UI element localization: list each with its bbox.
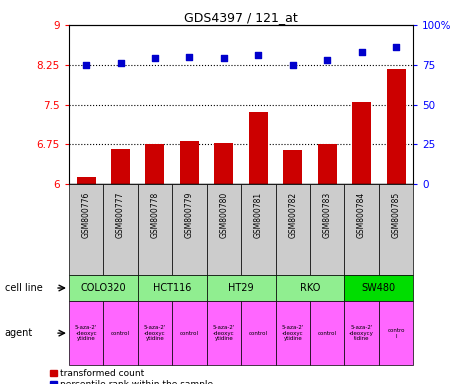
Bar <box>69 184 104 275</box>
Bar <box>138 275 207 301</box>
Point <box>289 62 296 68</box>
Text: 5-aza-2'
-deoxyc
ytidine: 5-aza-2' -deoxyc ytidine <box>282 325 304 341</box>
Point <box>82 62 90 68</box>
Bar <box>379 301 413 365</box>
Text: GSM800780: GSM800780 <box>219 192 228 238</box>
Bar <box>111 149 130 184</box>
Bar <box>318 144 337 184</box>
Bar <box>104 301 138 365</box>
Text: GSM800783: GSM800783 <box>323 192 332 238</box>
Bar <box>138 301 172 365</box>
Text: control: control <box>318 331 337 336</box>
Text: control: control <box>180 331 199 336</box>
Bar <box>344 184 379 275</box>
Bar <box>310 301 344 365</box>
Bar <box>276 301 310 365</box>
Bar <box>207 275 276 301</box>
Bar <box>344 275 413 301</box>
Bar <box>138 184 172 275</box>
Text: agent: agent <box>5 328 33 338</box>
Bar <box>241 301 276 365</box>
Text: GSM800782: GSM800782 <box>288 192 297 238</box>
Bar <box>276 275 344 301</box>
Text: 5-aza-2'
-deoxycy
tidine: 5-aza-2' -deoxycy tidine <box>349 325 374 341</box>
Bar <box>283 150 302 184</box>
Text: 5-aza-2'
-deoxyc
ytidine: 5-aza-2' -deoxyc ytidine <box>213 325 235 341</box>
Bar <box>344 301 379 365</box>
Text: GSM800778: GSM800778 <box>151 192 160 238</box>
Point <box>220 55 228 61</box>
Legend: transformed count, percentile rank within the sample: transformed count, percentile rank withi… <box>50 369 214 384</box>
Bar <box>310 184 344 275</box>
Bar <box>207 301 241 365</box>
Bar <box>214 143 233 184</box>
Text: GSM800781: GSM800781 <box>254 192 263 238</box>
Bar <box>379 184 413 275</box>
Point <box>358 49 365 55</box>
Bar <box>249 111 268 184</box>
Bar <box>76 177 95 184</box>
Text: cell line: cell line <box>5 283 42 293</box>
Point <box>117 60 124 66</box>
Text: contro
l: contro l <box>387 328 405 339</box>
Text: control: control <box>111 331 130 336</box>
Bar <box>207 184 241 275</box>
Point <box>323 57 331 63</box>
Point <box>392 44 400 50</box>
Point <box>186 54 193 60</box>
Text: GSM800784: GSM800784 <box>357 192 366 238</box>
Text: control: control <box>249 331 268 336</box>
Point <box>255 52 262 58</box>
Text: GSM800776: GSM800776 <box>82 192 91 238</box>
Text: GSM800785: GSM800785 <box>391 192 400 238</box>
Title: GDS4397 / 121_at: GDS4397 / 121_at <box>184 11 298 24</box>
Text: 5-aza-2'
-deoxyc
ytidine: 5-aza-2' -deoxyc ytidine <box>75 325 97 341</box>
Bar <box>172 301 207 365</box>
Bar <box>172 184 207 275</box>
Text: HCT116: HCT116 <box>153 283 191 293</box>
Bar <box>276 184 310 275</box>
Bar <box>180 141 199 184</box>
Text: COLO320: COLO320 <box>80 283 126 293</box>
Bar <box>104 184 138 275</box>
Text: GSM800777: GSM800777 <box>116 192 125 238</box>
Text: GSM800779: GSM800779 <box>185 192 194 238</box>
Bar <box>387 69 406 184</box>
Text: HT29: HT29 <box>228 283 254 293</box>
Text: RKO: RKO <box>300 283 320 293</box>
Text: SW480: SW480 <box>362 283 396 293</box>
Bar <box>241 184 276 275</box>
Bar <box>352 102 371 184</box>
Point <box>151 55 159 61</box>
Text: 5-aza-2'
-deoxyc
ytidine: 5-aza-2' -deoxyc ytidine <box>144 325 166 341</box>
Bar <box>145 144 164 184</box>
Bar <box>69 275 138 301</box>
Bar <box>69 301 104 365</box>
